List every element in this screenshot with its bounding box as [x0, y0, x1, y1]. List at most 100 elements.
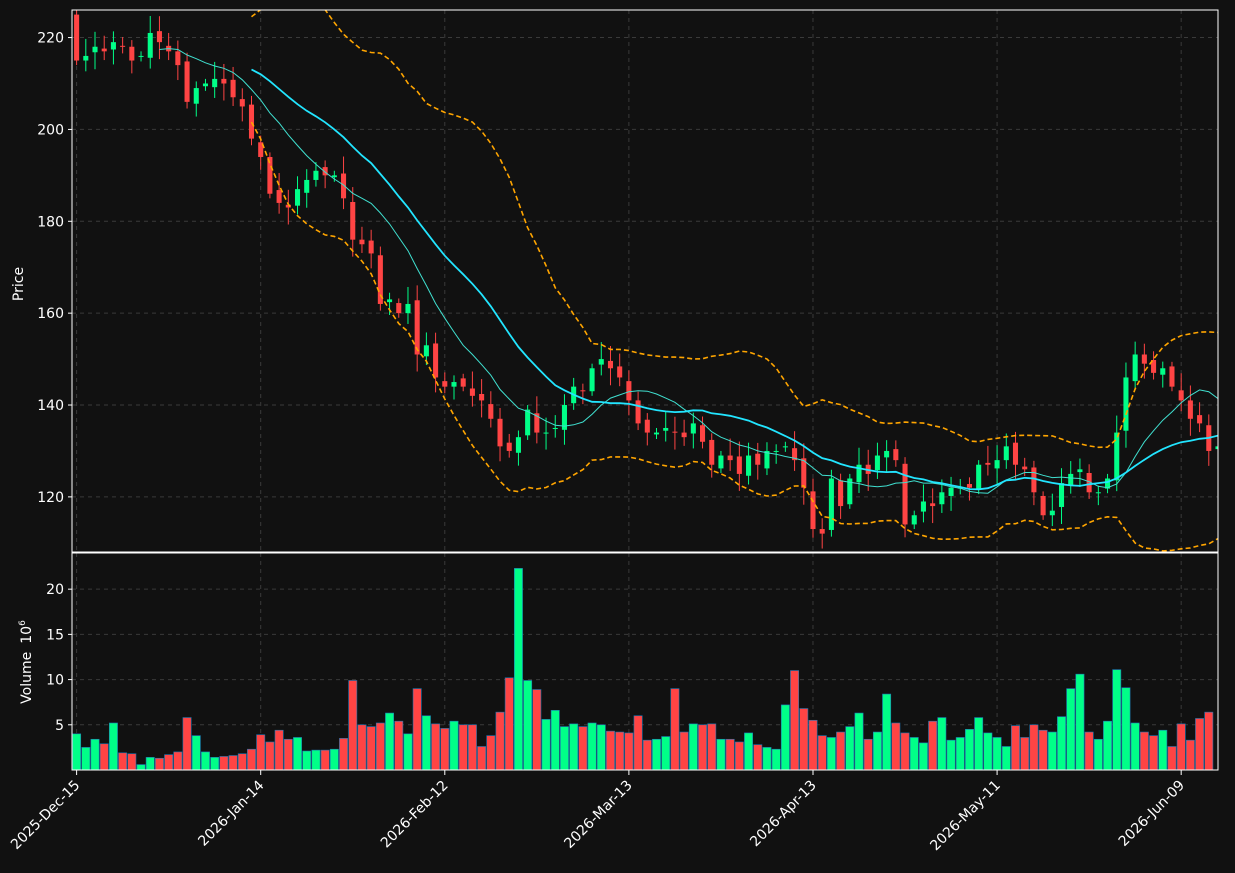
volume-bar [357, 724, 367, 771]
volume-bar [274, 729, 284, 771]
candle-body [746, 455, 752, 476]
volume-bar [615, 731, 625, 771]
candle-body [1012, 442, 1019, 465]
candle-body [1187, 400, 1193, 419]
candle-body [1086, 472, 1092, 493]
volume-bar [477, 746, 487, 771]
volume-bar [1020, 737, 1030, 771]
candle-body [1197, 415, 1203, 424]
candle-body [1105, 478, 1111, 489]
candle-body [331, 175, 337, 178]
volume-bar [1075, 673, 1085, 771]
volume-bar [228, 755, 238, 771]
volume-bar [504, 677, 514, 771]
volume-bar [983, 732, 993, 771]
volume-bar [1167, 746, 1177, 771]
candle-body [322, 167, 328, 176]
volume-bar [486, 735, 496, 771]
volume-bar [799, 708, 809, 771]
volume-bar [256, 734, 266, 771]
candle-body [368, 240, 374, 254]
volume-bar [118, 752, 128, 771]
candles-group [74, 10, 1218, 552]
volume-bar [817, 735, 827, 771]
candle-body [920, 501, 926, 512]
volume-bar [955, 737, 965, 771]
volume-bar [394, 720, 404, 771]
volume-bar [329, 748, 339, 771]
volume-bar [293, 737, 302, 771]
volume-bar [1112, 669, 1122, 771]
candle-body [248, 104, 255, 139]
volume-bar [587, 722, 597, 771]
volume-bar [1093, 738, 1103, 771]
candle-body [1169, 366, 1175, 387]
candle-body [672, 431, 678, 433]
candle-body [350, 201, 356, 240]
candle-body [580, 390, 586, 392]
volume-bar [854, 712, 864, 771]
volume-bar [642, 739, 652, 771]
volume-tick-label: 15 [46, 627, 64, 643]
candle-body [1178, 390, 1184, 401]
volume-bar [928, 720, 938, 771]
volume-bar [1057, 716, 1066, 771]
candle-body [469, 388, 475, 396]
candle-body [313, 170, 319, 180]
candle-body [239, 99, 245, 107]
candle-body [377, 255, 383, 304]
candle-body [663, 427, 669, 431]
volume-bar [909, 737, 919, 771]
volume-bar [375, 722, 385, 771]
volume-bar [734, 741, 744, 771]
price-axis-label: Price [11, 267, 27, 301]
candle-body [736, 456, 742, 474]
volume-bar [339, 738, 348, 771]
volume-bar [900, 732, 910, 771]
volume-bar [1011, 725, 1020, 771]
price-tick-label: 120 [37, 490, 64, 506]
volume-bar [882, 693, 892, 771]
candle-body [1132, 354, 1138, 382]
volume-bar [81, 747, 91, 771]
volume-bar [412, 688, 422, 771]
candle-body [202, 83, 209, 87]
candle-body [1151, 360, 1157, 373]
candle-body [212, 78, 218, 88]
price-panel-frame [71, 9, 1219, 553]
volume-bar [808, 719, 818, 771]
volume-bar [1001, 746, 1011, 771]
volume-bar [247, 748, 256, 771]
candle-body [442, 381, 448, 387]
volume-bar [348, 680, 358, 771]
volume-bar [136, 764, 146, 771]
price-tick-label: 180 [37, 214, 64, 230]
candle-body [847, 478, 853, 505]
volume-bar [449, 720, 459, 771]
candle-body [497, 418, 503, 447]
volume-bar [403, 733, 413, 771]
volume-bar [845, 726, 855, 771]
volume-tick-label: 5 [55, 718, 64, 734]
price-tick-label: 140 [37, 398, 64, 414]
candle-body [1141, 354, 1147, 364]
candle-body [156, 31, 162, 43]
volume-bar [201, 751, 210, 771]
candle-body [83, 55, 89, 61]
volume-bar [974, 717, 984, 771]
volume-bar [836, 731, 846, 771]
candle-body [101, 48, 107, 52]
candle-body [589, 368, 595, 392]
candle-body [828, 478, 834, 530]
volume-bar [578, 726, 588, 771]
volume-bar [688, 723, 698, 771]
candle-body [304, 179, 310, 193]
candle-body [488, 404, 494, 419]
candle-body [396, 303, 402, 314]
volume-bar [366, 726, 376, 771]
candle-body [902, 463, 908, 525]
price-tick-label: 160 [37, 306, 64, 322]
bollinger-upper-band [251, 10, 1218, 449]
volume-bar [191, 735, 201, 771]
